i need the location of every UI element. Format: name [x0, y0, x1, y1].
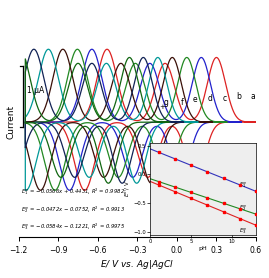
Text: $E^{o\prime}_3$ = $-$0.0584x $-$ 0.1221, R$^2$ = 0.9975: $E^{o\prime}_3$ = $-$0.0584x $-$ 0.1221,… — [21, 221, 125, 232]
Text: c: c — [222, 94, 226, 103]
Text: $E^{o\prime}_2$ = $-$0.0472x $-$ 0.0752, R$^2$ = 0.9913: $E^{o\prime}_2$ = $-$0.0472x $-$ 0.0752,… — [21, 204, 125, 215]
Text: +: + — [160, 104, 165, 110]
Text: d: d — [207, 94, 212, 103]
Text: $E^{o\prime}_1$ = $-$0.0566x + 0.4431, R$^2$ = 0.9982: $E^{o\prime}_1$ = $-$0.0566x + 0.4431, R… — [21, 187, 125, 197]
Text: b: b — [236, 92, 241, 101]
Y-axis label: Current: Current — [7, 105, 16, 139]
Text: a: a — [251, 92, 256, 101]
X-axis label: $E$/ V vs. Ag|AgCl: $E$/ V vs. Ag|AgCl — [100, 258, 174, 271]
Text: 1 μA: 1 μA — [27, 86, 44, 95]
Text: e: e — [193, 95, 198, 104]
Text: g: g — [164, 98, 169, 107]
Text: f: f — [181, 98, 183, 107]
